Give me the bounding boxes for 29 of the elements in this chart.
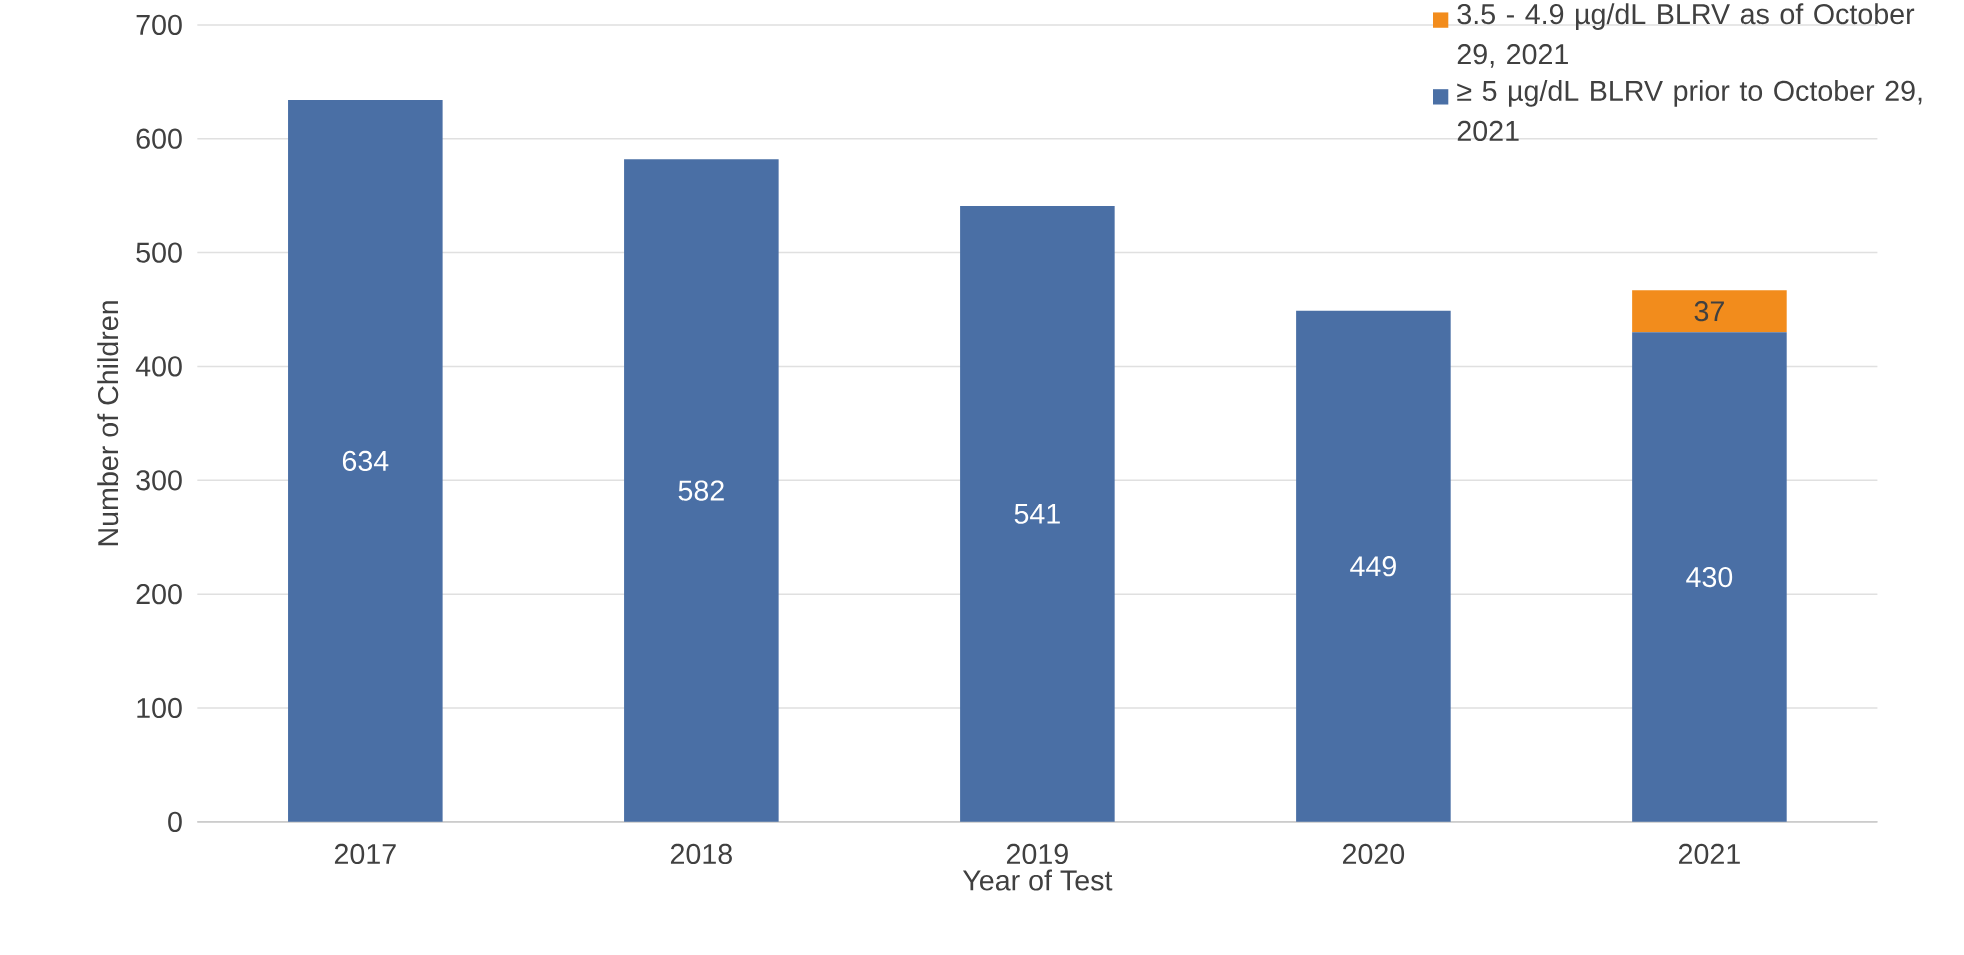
x-tick-label: 2017 — [334, 843, 396, 865]
data-label: 582 — [678, 480, 724, 501]
x-axis-title: Year of Test — [962, 869, 1113, 891]
legend-label: 3.5 - 4.9 µg/dL BLRV as of October 29, 2021 — [1457, 3, 1915, 68]
data-label: 37 — [1694, 301, 1724, 322]
data-label: 430 — [1686, 566, 1733, 588]
y-tick-label: 100 — [137, 697, 182, 719]
y-tick-label: 500 — [136, 242, 182, 263]
y-tick-label: 200 — [136, 584, 182, 605]
legend-label: ≥ 5 µg/dL BLRV prior to October 29, 2021 — [1457, 79, 1922, 142]
x-tick-label: 2018 — [670, 843, 732, 865]
x-tick-label: 2020 — [1342, 843, 1405, 865]
data-label: 634 — [342, 450, 389, 472]
bar — [1296, 310, 1451, 822]
y-tick-label: 400 — [135, 356, 182, 377]
bar — [960, 205, 1115, 822]
y-tick-label: 600 — [136, 128, 182, 149]
x-tick-label: 2021 — [1679, 843, 1740, 865]
data-label: 449 — [1350, 556, 1396, 577]
x-tick-label: 2019 — [1006, 843, 1068, 865]
y-tick-label: 300 — [136, 470, 182, 491]
bar — [288, 100, 443, 822]
y-tick-label: 0 — [168, 811, 182, 832]
y-axis-title: Number of Children — [97, 301, 119, 546]
data-label: 541 — [1014, 503, 1060, 524]
bar — [624, 159, 779, 822]
bar — [1632, 290, 1787, 333]
bar — [1632, 332, 1787, 822]
y-tick-label: 700 — [136, 14, 182, 36]
